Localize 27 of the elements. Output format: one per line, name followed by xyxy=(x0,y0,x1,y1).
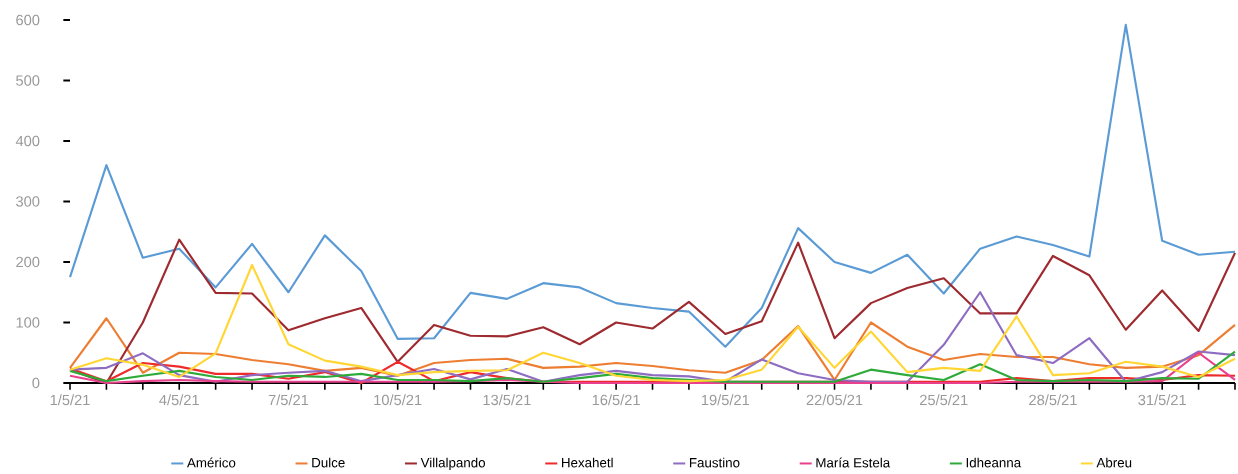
legend-label: Dulce xyxy=(312,457,345,468)
x-tick-label: 10/5/21 xyxy=(374,394,422,406)
x-tick-label: 19/5/21 xyxy=(701,394,750,406)
x-tick-label: 25/5/21 xyxy=(920,394,968,406)
legend-label: Villalpando xyxy=(420,457,486,471)
x-tick-label: 7/5/21 xyxy=(268,394,309,406)
x-tick-label: 16/5/21 xyxy=(592,394,640,406)
y-tick-label: 600 xyxy=(16,14,40,26)
y-tick-label: 300 xyxy=(16,196,40,207)
y-tick-label: 400 xyxy=(15,135,40,147)
legend-label: Hexahetl xyxy=(562,457,613,468)
x-tick-label: 31/5/21 xyxy=(1138,394,1186,406)
y-tick-label: 100 xyxy=(16,317,40,328)
x-tick-label: 22/05/21 xyxy=(806,394,863,406)
y-tick-label: 500 xyxy=(16,75,40,86)
legend-label: Abreu xyxy=(1096,457,1132,468)
x-tick-label: 1/5/21 xyxy=(50,394,90,406)
x-tick-label: 4/5/21 xyxy=(159,394,199,406)
x-tick-label: 13/5/21 xyxy=(483,394,531,406)
legend-label: María Estela xyxy=(816,457,891,468)
legend-label: Idheanna xyxy=(966,457,1022,468)
y-tick-label: 200 xyxy=(16,256,40,268)
legend-label: Faustino xyxy=(689,457,740,468)
y-tick-label: 0 xyxy=(32,377,40,389)
line-series xyxy=(68,23,1237,348)
x-tick-label: 28/5/21 xyxy=(1029,394,1077,406)
legend-label: Américo xyxy=(186,457,236,468)
